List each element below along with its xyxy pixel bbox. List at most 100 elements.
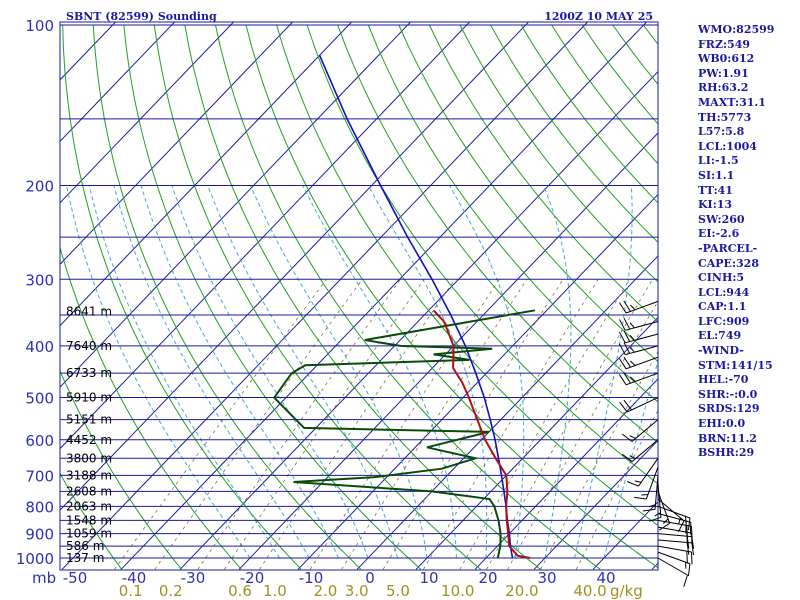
temperature-tick-label: 30 xyxy=(537,569,556,587)
mixing-ratio-line xyxy=(341,279,528,570)
mixing-ratio-line xyxy=(576,409,658,570)
height-label: 3800 m xyxy=(66,451,112,465)
height-label: 8641 m xyxy=(66,305,112,319)
index-line: LCL:1004 xyxy=(698,139,757,153)
isotherm-line xyxy=(179,70,658,570)
temperature-tick-label: -40 xyxy=(122,569,147,587)
mixing-ratio-line xyxy=(154,279,363,570)
index-line: SHR:-:0.0 xyxy=(698,387,758,401)
height-label: 5910 m xyxy=(66,391,112,405)
wind-barb xyxy=(649,483,662,522)
index-line: BRN:11.2 xyxy=(698,431,757,445)
height-label: 1059 m xyxy=(66,527,112,541)
mixing-ratio-label: 0.2 xyxy=(159,582,183,600)
index-line: MAXT:31.1 xyxy=(698,95,766,109)
wind-barb xyxy=(657,551,691,577)
index-line: LI:-1.5 xyxy=(698,154,739,168)
mixing-ratio-label: 40.0 xyxy=(573,582,606,600)
mixing-ratio-label: 1.0 xyxy=(263,582,287,600)
dry-adiabat xyxy=(62,24,302,570)
height-label: 2063 m xyxy=(66,499,112,513)
isotherm-line xyxy=(60,22,294,265)
index-line: SRDS:129 xyxy=(698,402,760,416)
wind-barb xyxy=(634,466,659,500)
wind-barb xyxy=(657,557,688,587)
index-line: CAP:1.1 xyxy=(698,300,747,314)
wind-barb xyxy=(618,356,659,370)
index-line: L57:5.8 xyxy=(698,125,745,139)
height-label: 1548 m xyxy=(66,513,112,527)
wind-barb xyxy=(619,397,659,413)
dry-adiabat xyxy=(92,24,362,570)
index-line: -WIND- xyxy=(698,344,744,358)
mixing-ratio-label: 0.6 xyxy=(228,582,252,600)
temperature-tick-label: -20 xyxy=(240,569,265,587)
pressure-tick-label: 600 xyxy=(25,432,54,450)
temperature-tick-label: 0 xyxy=(365,569,375,587)
wind-barb xyxy=(621,419,659,442)
dry-adiabat xyxy=(60,245,242,570)
index-line: BSHR:29 xyxy=(698,446,755,460)
dry-adiabat xyxy=(60,472,123,570)
wind-barb xyxy=(618,330,659,344)
mixing-ratio-line xyxy=(114,279,327,570)
moist-adiabat xyxy=(140,185,339,559)
index-line: CINH:5 xyxy=(698,271,745,285)
pressure-tick-label: 300 xyxy=(25,271,54,289)
dry-adiabat xyxy=(153,24,481,570)
temperature-tick-label: 40 xyxy=(596,569,615,587)
height-label: 6733 m xyxy=(66,366,112,380)
index-line: WMO:82599 xyxy=(698,23,775,36)
pressure-tick-label: 100 xyxy=(25,17,54,35)
wind-barb xyxy=(657,491,671,531)
index-line: PW:1.91 xyxy=(698,66,749,80)
index-line: WB0:612 xyxy=(698,52,755,66)
dry-adiabat xyxy=(459,24,658,283)
pressure-tick-label: 500 xyxy=(25,390,54,408)
dry-adiabat xyxy=(428,24,658,323)
pressure-tick-label: 700 xyxy=(25,467,54,485)
index-line: EL:749 xyxy=(698,329,742,343)
wind-barb xyxy=(642,475,659,512)
index-line: TT:41 xyxy=(698,183,733,197)
temperature-line xyxy=(432,309,531,559)
wind-barb xyxy=(618,317,659,331)
dry-adiabat xyxy=(398,24,658,363)
temperature-tick-label: -10 xyxy=(299,569,324,587)
index-line: KI:13 xyxy=(698,198,733,212)
mixing-ratio-line xyxy=(224,279,425,570)
dry-adiabat xyxy=(276,24,658,527)
mixing-ratio-label: 10.0 xyxy=(441,582,474,600)
isotherm-line xyxy=(356,255,658,570)
temperature-tick-label: 20 xyxy=(478,569,497,587)
wind-barb xyxy=(618,372,659,386)
index-line: STM:141/15 xyxy=(698,358,773,372)
isobars xyxy=(60,24,658,559)
sounding-time: 1200Z 10 MAY 25 xyxy=(544,10,653,23)
isotherm-line xyxy=(60,22,235,204)
index-line: -PARCEL- xyxy=(698,241,758,255)
mixing-ratio-line xyxy=(309,279,500,570)
dry-adiabat xyxy=(60,369,182,570)
mixing-ratio-line xyxy=(486,279,653,570)
pressure-tick-label: 400 xyxy=(25,338,54,356)
index-line: TH:5773 xyxy=(698,110,752,124)
stability-indices-panel: WMO:82599 FRZ:549 WB0:612 PW:1.91 RH:63.2 MAX… xyxy=(698,23,774,461)
isotherm-line xyxy=(120,22,648,570)
index-line: FRZ:549 xyxy=(698,37,751,51)
index-line: EHI:0.0 xyxy=(698,417,746,431)
isotherm-line xyxy=(60,22,176,143)
mixing-ratio-line xyxy=(197,279,401,570)
mixing-ratio-label: 20.0 xyxy=(505,582,538,600)
temperature-tick-label: 10 xyxy=(419,569,438,587)
pressure-tick-label: 900 xyxy=(25,526,54,544)
index-line: EI:-2.6 xyxy=(698,227,740,241)
pressure-unit-label: mb xyxy=(32,569,56,587)
dry-adiabat xyxy=(337,24,658,444)
isotherm-line xyxy=(60,22,530,511)
wind-barb xyxy=(626,457,659,487)
index-line: LFC:909 xyxy=(698,314,750,328)
wind-barb xyxy=(618,342,659,356)
isotherm-line xyxy=(415,316,658,570)
